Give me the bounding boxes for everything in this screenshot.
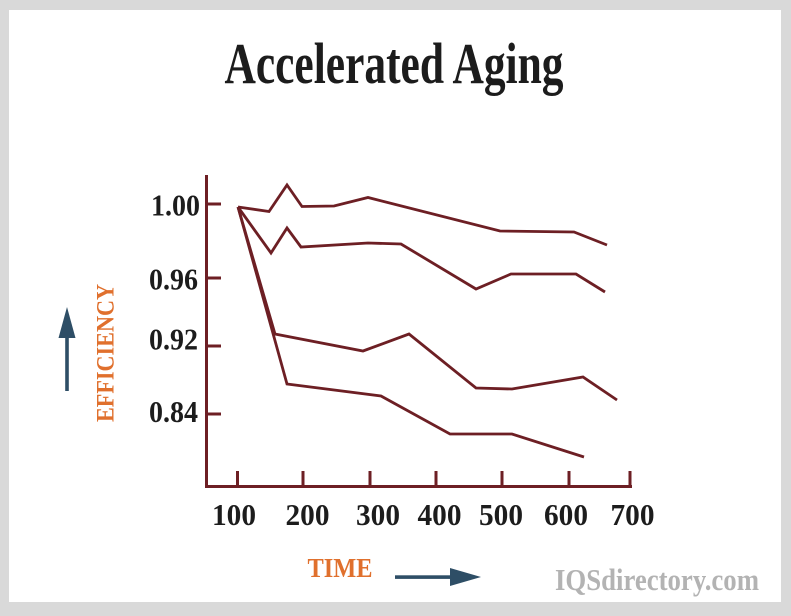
svg-text:1.00: 1.00 (151, 188, 200, 223)
svg-text:IQSdirectory.com: IQSdirectory.com (555, 562, 759, 597)
svg-text:200: 200 (286, 497, 330, 532)
svg-text:0.96: 0.96 (149, 262, 198, 297)
svg-text:Accelerated Aging: Accelerated Aging (225, 31, 564, 96)
svg-text:0.92: 0.92 (149, 322, 198, 357)
svg-text:300: 300 (356, 497, 400, 532)
svg-text:TIME: TIME (308, 553, 373, 583)
svg-text:600: 600 (544, 497, 588, 532)
svg-text:700: 700 (611, 497, 655, 532)
svg-text:EFFICIENCY: EFFICIENCY (93, 284, 120, 422)
svg-text:100: 100 (212, 497, 256, 532)
svg-text:500: 500 (479, 497, 523, 532)
svg-text:0.84: 0.84 (149, 394, 198, 429)
svg-text:400: 400 (418, 497, 462, 532)
